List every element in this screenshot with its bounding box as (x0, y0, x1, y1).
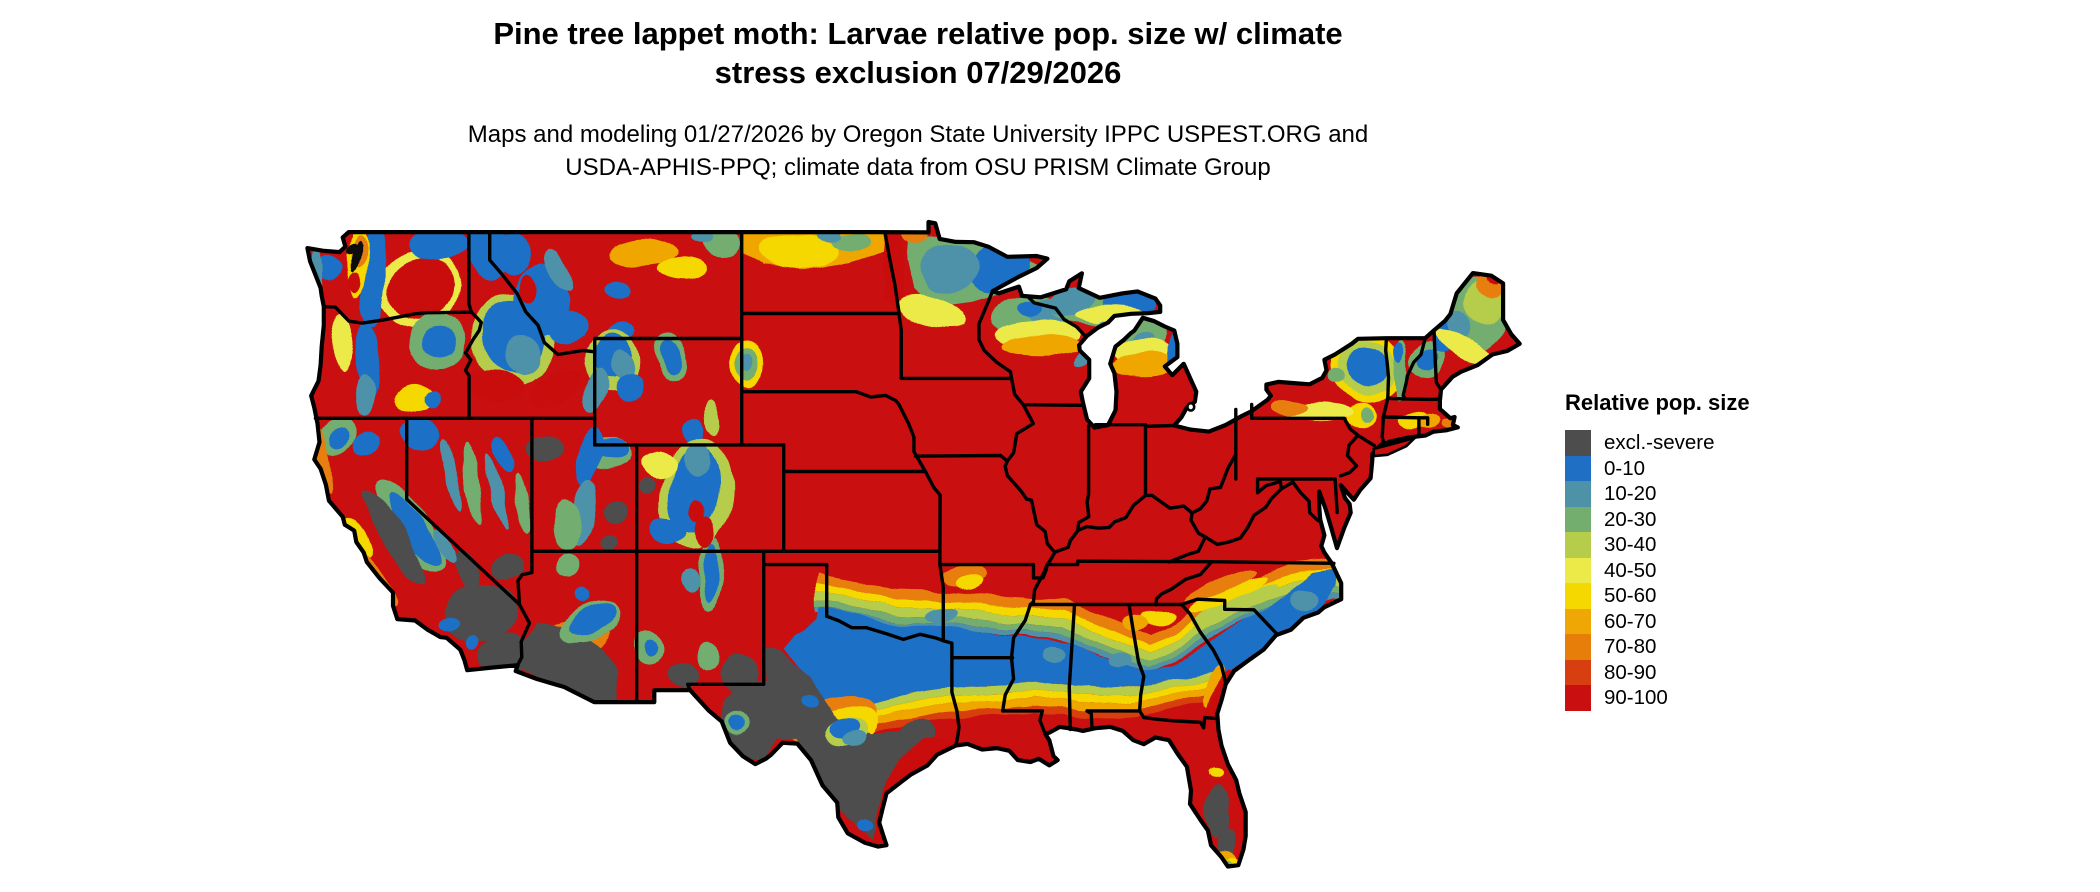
header: Pine tree lappet moth: Larvae relative p… (0, 14, 1836, 184)
legend-label: 40-50 (1604, 558, 1657, 582)
legend-items: excl.-severe 0-10 10-20 20-30 30-40 40-50 50-6… (1565, 430, 1750, 711)
legend-swatch (1565, 455, 1591, 481)
page-title-line2: stress exclusion 07/29/2026 (714, 55, 1122, 90)
legend-label: 30-40 (1604, 533, 1657, 556)
legend-label: 60-70 (1604, 609, 1657, 633)
legend-label: 70-80 (1604, 635, 1657, 658)
legend-swatch (1565, 532, 1591, 558)
legend-label: 90-100 (1604, 686, 1668, 709)
long-island (1372, 435, 1417, 458)
legend-swatch (1565, 430, 1591, 456)
legend-item: 10-20 (1565, 481, 1750, 507)
legend-label: 20-30 (1604, 507, 1657, 531)
legend-label: excl.-severe (1604, 431, 1715, 454)
legend-item: 70-80 (1565, 634, 1750, 660)
legend-title: Relative pop. size (1565, 390, 1750, 415)
legend-item: 30-40 (1565, 532, 1750, 558)
legend-swatch (1565, 634, 1591, 660)
legend-item: 50-60 (1565, 583, 1750, 609)
legend-item: 60-70 (1565, 608, 1750, 634)
legend-label: 50-60 (1604, 584, 1657, 607)
subtitle-line1: Maps and modeling 01/27/2026 by Oregon S… (467, 121, 1369, 148)
legend: Relative pop. size excl.-severe 0-10 10-20… (1565, 390, 1750, 711)
legend-label: 80-90 (1604, 660, 1657, 684)
legend-swatch (1565, 608, 1591, 634)
subtitle-line2: USDA-APHIS-PPQ; climate data from OSU PR… (565, 154, 1271, 181)
raster-layer (307, 222, 1520, 867)
legend-label: 10-20 (1604, 482, 1657, 505)
legend-item: 40-50 (1565, 557, 1750, 583)
map-subtitle: Maps and modeling 01/27/2026 by Oregon S… (0, 118, 1836, 184)
legend-item: 90-100 (1565, 685, 1750, 711)
legend-item: excl.-severe (1565, 430, 1750, 456)
us-outline (305, 219, 1522, 869)
legend-label: 0-10 (1604, 456, 1646, 480)
page-title: Pine tree lappet moth: Larvae relative p… (493, 16, 1343, 51)
legend-swatch (1565, 557, 1591, 583)
legend-swatch (1565, 583, 1591, 609)
legend-item: 0-10 (1565, 455, 1750, 481)
legend-swatch (1565, 481, 1591, 507)
legend-swatch (1565, 506, 1591, 532)
state-borders (313, 230, 1443, 748)
legend-swatch (1565, 659, 1591, 685)
legend-item: 80-90 (1565, 659, 1750, 685)
lake-st-clair (1186, 401, 1196, 412)
legend-swatch (1565, 685, 1591, 711)
legend-item: 20-30 (1565, 506, 1750, 532)
